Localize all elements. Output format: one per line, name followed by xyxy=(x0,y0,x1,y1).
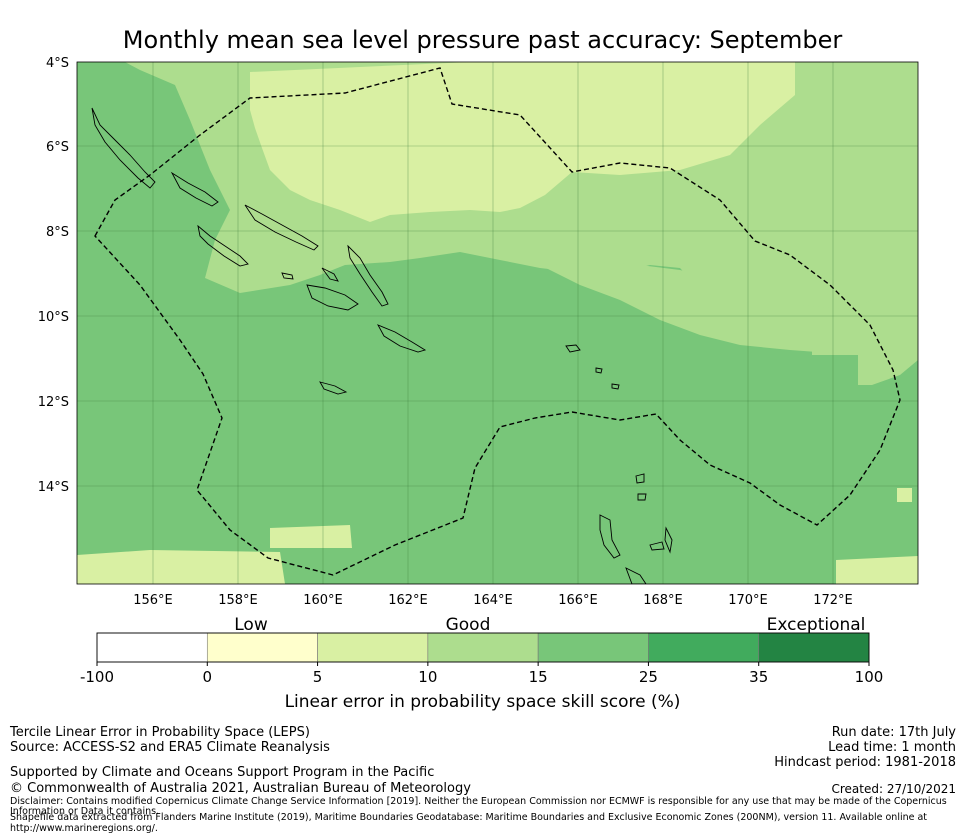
lat-axis: 4°S 6°S 8°S 10°S 12°S 14°S xyxy=(38,56,69,495)
island-isabel xyxy=(244,204,319,251)
graticule xyxy=(77,62,918,584)
island-vanuatu-1 xyxy=(599,514,621,559)
eez-boundary xyxy=(94,67,901,576)
colorbar-segment xyxy=(648,632,760,663)
lead-time-text: Lead time: 1 month xyxy=(828,740,956,755)
colorbar-segment xyxy=(427,632,539,663)
colorbar-label: Linear error in probability space skill … xyxy=(284,692,681,712)
lon-label: 168°E xyxy=(643,593,683,608)
copyright-text: © Commonwealth of Australia 2021, Austra… xyxy=(10,781,471,796)
skill-region-low xyxy=(250,62,795,222)
island-bougainville xyxy=(91,107,156,189)
map-frame xyxy=(76,61,919,585)
island-vanuatu-6 xyxy=(637,493,647,501)
lat-label: 6°S xyxy=(46,140,69,155)
colorbar-category-exceptional: Exceptional xyxy=(767,615,866,635)
island-rennell xyxy=(319,381,348,395)
lon-label: 166°E xyxy=(558,593,598,608)
colorbar-segment xyxy=(537,632,649,663)
lon-label: 164°E xyxy=(473,593,513,608)
method-text: Tercile Linear Error in Probability Spac… xyxy=(10,725,310,740)
disclaimer-line-2: Information or Data it contains. xyxy=(10,806,160,817)
colorbar-category-low: Low xyxy=(234,615,268,635)
island-vanuatu-5 xyxy=(635,473,645,484)
lon-axis: 156°E 158°E 160°E 162°E 164°E 166°E 168°… xyxy=(133,593,853,608)
colorbar-segment xyxy=(758,632,870,663)
colorbar-tick-label: 15 xyxy=(529,668,548,686)
run-date-text: Run date: 17th July xyxy=(831,725,956,740)
lon-label: 156°E xyxy=(133,593,173,608)
colorbar-tick-label: 100 xyxy=(855,668,884,686)
supported-text: Supported by Climate and Oceans Support … xyxy=(10,765,435,780)
colorbar-tick-label: 0 xyxy=(203,668,213,686)
colorbar xyxy=(96,632,870,663)
shapefile-line-1: Shapefile data extracted from Flanders M… xyxy=(10,812,928,823)
island-small-2 xyxy=(321,267,339,282)
disclaimer-line-1: Disclaimer: Contains modified Copernicus… xyxy=(10,796,947,807)
lat-label: 8°S xyxy=(46,225,69,240)
created-text: Created: 27/10/2021 xyxy=(831,782,956,796)
island-vanuatu-4 xyxy=(664,526,673,554)
lon-label: 162°E xyxy=(388,593,428,608)
colorbar-tick-label: 35 xyxy=(749,668,768,686)
map-title: Monthly mean sea level pressure past acc… xyxy=(122,26,843,54)
skill-region-low-patch-2 xyxy=(270,525,352,548)
colorbar-segment xyxy=(206,632,318,663)
colorbar-ticks: -100 0 5 10 15 25 35 100 xyxy=(80,662,883,686)
island-new-georgia xyxy=(197,224,249,267)
skill-region-low-patch-4 xyxy=(897,488,912,502)
island-makira xyxy=(376,324,427,353)
lat-label: 10°S xyxy=(38,310,69,325)
colorbar-tick-label: 25 xyxy=(639,668,658,686)
lat-label: 4°S xyxy=(46,56,69,71)
island-vanuatu-3 xyxy=(649,541,665,551)
island-small-3 xyxy=(611,383,620,390)
lat-label: 12°S xyxy=(38,395,69,410)
coastlines xyxy=(91,107,673,584)
colorbar-tick-label: 10 xyxy=(418,668,437,686)
island-malaita xyxy=(347,244,389,307)
island-choiseul xyxy=(170,171,219,207)
lat-label: 14°S xyxy=(38,480,69,495)
skill-map xyxy=(77,62,918,584)
colorbar-tick-label: -100 xyxy=(80,668,114,686)
hindcast-text: Hindcast period: 1981-2018 xyxy=(774,755,956,770)
island-small-1 xyxy=(281,272,294,280)
lon-label: 160°E xyxy=(303,593,343,608)
colorbar-segment xyxy=(96,632,208,663)
island-guadalcanal xyxy=(306,284,359,311)
colorbar-frame xyxy=(96,632,870,663)
skill-region-low-patch-3 xyxy=(836,556,918,584)
lon-label: 172°E xyxy=(813,593,853,608)
skill-region-low-patch xyxy=(77,550,285,584)
colorbar-category-good: Good xyxy=(446,615,491,635)
colorbar-segment xyxy=(317,632,429,663)
island-vanuatu-2 xyxy=(625,567,647,584)
island-temotu xyxy=(595,367,603,374)
lon-label: 158°E xyxy=(218,593,258,608)
colorbar-tick-label: 5 xyxy=(313,668,323,686)
shapefile-line-2: http://www.marineregions.org/. xyxy=(10,823,158,834)
island-santa-cruz xyxy=(565,344,581,353)
skill-region-mid-east xyxy=(540,262,918,385)
source-text: Source: ACCESS-S2 and ERA5 Climate Reana… xyxy=(10,740,330,755)
lon-label: 170°E xyxy=(728,593,768,608)
